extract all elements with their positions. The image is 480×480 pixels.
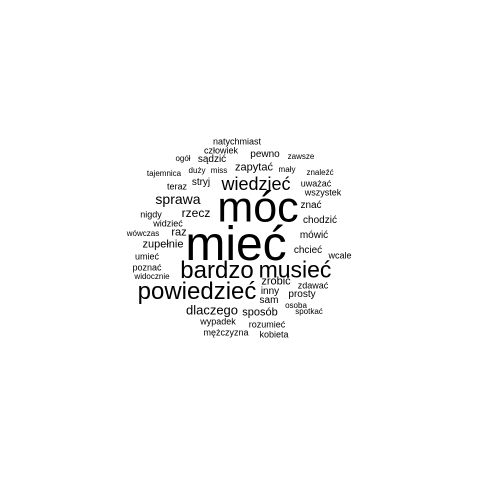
word-osoba: osoba <box>285 301 307 310</box>
word-znalezc: znaleźć <box>306 168 334 177</box>
word-pewno: pewno <box>250 149 280 160</box>
word-duzy: duży <box>188 166 206 175</box>
word-bardzo: bardzo <box>180 257 254 284</box>
word-widocznie: widocznie <box>134 272 170 281</box>
word-raz: raz <box>171 226 187 239</box>
word-moc: móc <box>217 183 299 232</box>
word-maly: mały <box>278 165 296 174</box>
word-wcale: wcale <box>328 250 352 261</box>
word-prosty: prosty <box>288 289 316 300</box>
word-miss: miss <box>210 166 228 175</box>
word-chciec: chcieć <box>293 245 323 256</box>
word-inny: inny <box>260 286 280 297</box>
word-zupelnie: zupełnie <box>142 238 184 251</box>
word-spotkac: spotkać <box>295 307 323 316</box>
word-chodzic: chodzić <box>303 215 337 226</box>
word-rzecz: rzecz <box>181 206 211 220</box>
word-rozumiec: rozumieć <box>248 319 286 330</box>
word-zapytac: zapytać <box>235 161 273 174</box>
word-musiec: musieć <box>258 256 332 283</box>
word-znac: znać <box>300 200 322 211</box>
word-uwazac: uważać <box>300 178 332 189</box>
word-natychmiast: natychmiast <box>212 136 262 147</box>
word-widziec: widzieć <box>153 218 183 229</box>
word-tajemnica: tajemnica <box>146 169 182 178</box>
word-kobieta: kobieta <box>259 329 289 340</box>
word-stryj: stryj <box>191 177 211 188</box>
word-sadzic: sądzić <box>197 154 227 165</box>
word-powiedziec: powiedzieć <box>137 278 257 305</box>
word-wszystek: wszystek <box>304 187 342 198</box>
word-wowczas: wówczas <box>126 229 160 238</box>
word-czlowiek: człowiek <box>203 145 239 156</box>
word-poznac: poznać <box>132 262 162 273</box>
word-mezczyzna: mężczyzna <box>203 327 249 338</box>
word-umiec: umieć <box>134 251 160 262</box>
word-sam: sam <box>259 295 279 306</box>
word-mowic: mówić <box>299 230 329 241</box>
word-dlaczego: dlaczego <box>185 302 239 318</box>
word-sprawa: sprawa <box>155 191 201 207</box>
word-zdawac: zdawać <box>297 280 329 291</box>
word-nigdy: nigdy <box>140 209 162 220</box>
word-ogol: ogół <box>175 154 191 163</box>
word-wypadek: wypadek <box>200 316 236 327</box>
word-zrobic: zrobić <box>261 275 291 288</box>
word-miec: mieć <box>185 218 287 271</box>
word-wiedziec: wiedzieć <box>221 174 291 194</box>
word-zawsze: zawsze <box>287 152 315 161</box>
word-sposob: sposób <box>242 306 278 319</box>
word-teraz: teraz <box>166 181 188 192</box>
